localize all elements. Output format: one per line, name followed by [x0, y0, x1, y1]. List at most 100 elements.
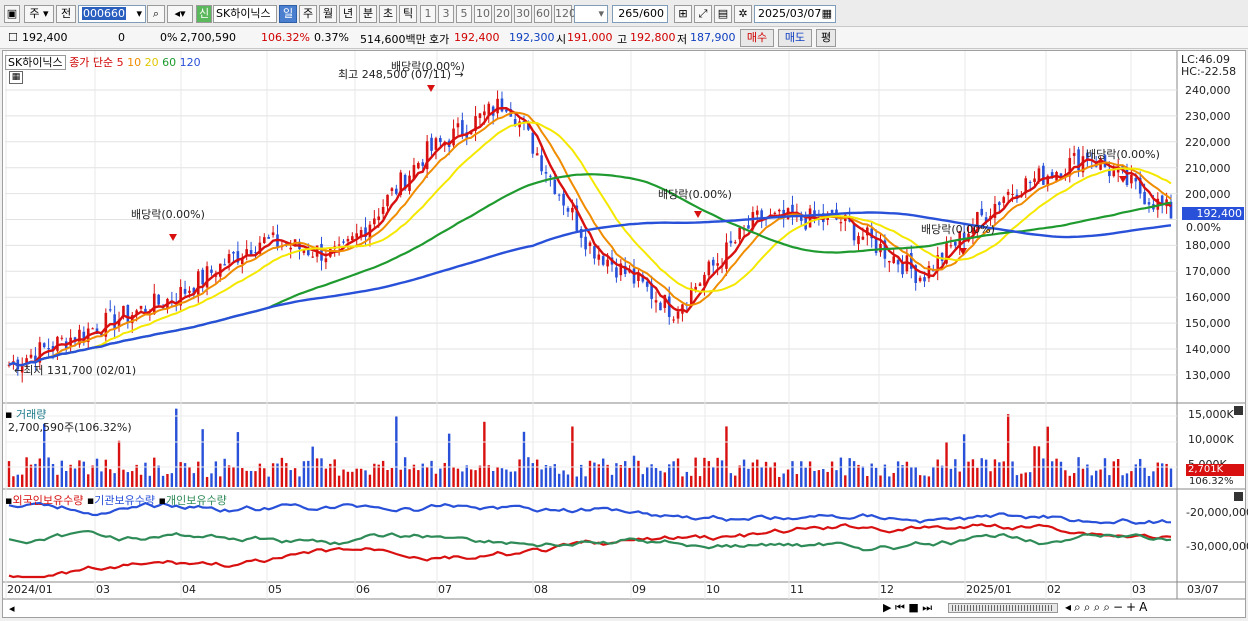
- plus-icon[interactable]: +: [1126, 600, 1140, 614]
- volume-bar: [593, 462, 596, 487]
- chart-canvas[interactable]: [3, 51, 1245, 617]
- volume-bar: [602, 458, 605, 487]
- chart-tools-icon[interactable]: ⊞: [674, 5, 692, 23]
- count-input[interactable]: 265/600: [612, 5, 668, 23]
- candle-body: [1103, 155, 1107, 167]
- x-axis-label: 2024/01: [7, 583, 53, 596]
- period-second-button[interactable]: 초: [379, 5, 397, 23]
- interval-30-button[interactable]: 30: [514, 5, 532, 23]
- sound-icon[interactable]: ◂▾: [167, 5, 193, 23]
- volume-panel-close-icon[interactable]: [1234, 406, 1243, 415]
- scroll-thumb[interactable]: [952, 605, 1052, 611]
- volume-bar: [584, 476, 587, 487]
- volume-bar: [901, 465, 904, 487]
- volume-bar: [791, 461, 794, 487]
- candle-body: [1081, 156, 1085, 173]
- rewind-icon[interactable]: ⏮: [894, 601, 905, 614]
- volume-bar: [175, 408, 178, 487]
- date-input[interactable]: 2025/03/07 ▦: [754, 5, 836, 23]
- market-select[interactable]: 주 ▾: [24, 5, 54, 23]
- x-axis-label: 04: [182, 583, 196, 596]
- volume-bar: [698, 476, 702, 487]
- interval-120-button[interactable]: 120: [554, 5, 576, 23]
- zoom-search-icon[interactable]: ⌕: [1103, 600, 1113, 614]
- interval-3-button[interactable]: 3: [438, 5, 454, 23]
- play-icon[interactable]: ▶: [883, 601, 892, 614]
- volume-bar: [1130, 471, 1133, 487]
- volume-bar: [254, 471, 257, 487]
- period-minute-button[interactable]: 분: [359, 5, 377, 23]
- chart-area[interactable]: SK하이닉스 종가 단순 5 10 20 60 120 ▦ LC:46.09 H…: [2, 50, 1248, 618]
- buy-button[interactable]: 매수: [740, 29, 774, 47]
- scroll-left-icon[interactable]: ◂: [9, 602, 15, 615]
- candle-body: [12, 361, 15, 363]
- volume-bar: [848, 458, 851, 487]
- y-tick: 200,000: [1185, 188, 1231, 201]
- window-menu-icon[interactable]: ▣: [4, 5, 20, 23]
- calendar-icon[interactable]: ▦: [821, 7, 832, 20]
- period-month-button[interactable]: 월: [319, 5, 337, 23]
- period-week-button[interactable]: 주: [299, 5, 317, 23]
- period-tick-button[interactable]: 틱: [399, 5, 417, 23]
- save-icon[interactable]: ▤: [714, 5, 732, 23]
- candle-body: [210, 269, 213, 273]
- interval-10-button[interactable]: 10: [474, 5, 492, 23]
- chevron-down-icon[interactable]: ▾: [136, 7, 142, 20]
- volume-bar: [408, 469, 411, 487]
- zoom-search-icon[interactable]: ⌕: [1093, 600, 1104, 614]
- sell-button[interactable]: 매도: [778, 29, 812, 47]
- volume-bar: [544, 465, 548, 487]
- zoom-search-icon[interactable]: ⌕: [1083, 600, 1094, 614]
- x-axis-label: 08: [534, 583, 548, 596]
- period-day-button[interactable]: 일: [279, 5, 297, 23]
- volume-bar: [223, 458, 226, 487]
- font-size-icon[interactable]: A: [1139, 600, 1151, 614]
- volume-bar: [82, 461, 86, 487]
- volume-bar: [857, 464, 860, 487]
- volume-bar: [1050, 461, 1054, 487]
- candle-body: [144, 308, 147, 314]
- prefix-button[interactable]: 전: [56, 5, 76, 23]
- stop-icon[interactable]: ■: [908, 601, 919, 614]
- eval-button[interactable]: 평: [816, 29, 836, 47]
- code-input[interactable]: 000660 ▾: [78, 5, 146, 23]
- holding-legend: ▪외국인보유수량 ▪기관보유수량 ▪개인보유수량: [5, 492, 227, 508]
- y-tick: 220,000: [1185, 136, 1231, 149]
- gear-icon[interactable]: ✲: [734, 5, 752, 23]
- scroll-track[interactable]: [948, 603, 1058, 613]
- fast-forward-icon[interactable]: ⏭: [922, 601, 933, 614]
- volume-bar: [610, 474, 614, 487]
- volume-bar: [315, 458, 319, 487]
- holding-y-tick: -30,000,000: [1186, 540, 1248, 553]
- x-axis-label: 06: [356, 583, 370, 596]
- y-tick: 240,000: [1185, 84, 1231, 97]
- minus-icon[interactable]: −: [1112, 600, 1127, 614]
- volume-bar: [760, 466, 763, 487]
- calculator-icon[interactable]: ▦: [9, 71, 23, 84]
- holding-panel-close-icon[interactable]: [1234, 492, 1243, 501]
- left-arrow-icon[interactable]: ◂: [1065, 600, 1075, 614]
- volume-bar: [769, 466, 772, 487]
- volume-bar: [646, 467, 649, 487]
- interval-60-button[interactable]: 60: [534, 5, 552, 23]
- draw-icon[interactable]: ⤢: [694, 5, 712, 23]
- candle-body: [434, 138, 438, 150]
- interval-1-button[interactable]: 1: [420, 5, 436, 23]
- volume-bar: [126, 472, 130, 487]
- candle-body: [522, 121, 526, 123]
- search-icon[interactable]: ⌕: [147, 5, 165, 23]
- bid-price: 192,300: [509, 31, 555, 44]
- volume-bar: [166, 474, 169, 487]
- candle-body: [1125, 169, 1129, 185]
- interval-5-button[interactable]: 5: [456, 5, 472, 23]
- x-axis-label: 03: [96, 583, 110, 596]
- volume-bar: [690, 475, 693, 487]
- period-year-button[interactable]: 년: [339, 5, 357, 23]
- zoom-search-icon[interactable]: ⌕: [1074, 600, 1084, 614]
- candle-body: [923, 277, 926, 282]
- volume-bar: [69, 464, 72, 487]
- volume-bar: [417, 470, 420, 487]
- interval-20-button[interactable]: 20: [494, 5, 512, 23]
- interval-select[interactable]: ▾: [574, 5, 608, 23]
- x-axis-label: 02: [1047, 583, 1061, 596]
